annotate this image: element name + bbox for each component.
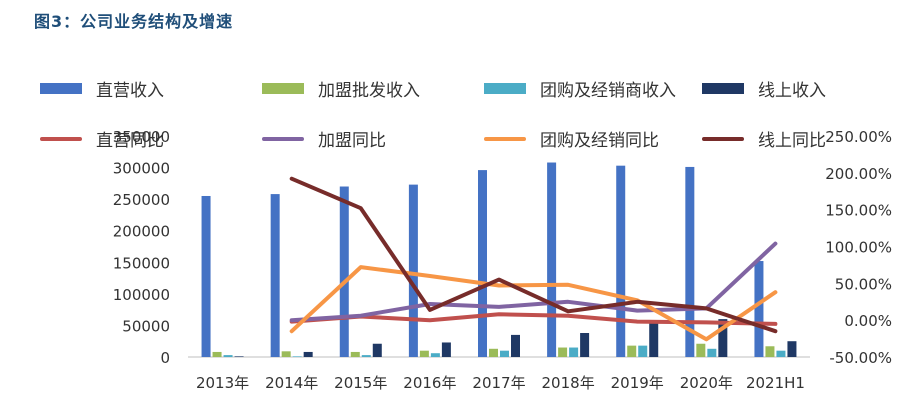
bar-online — [234, 356, 244, 357]
left-axis-tick-label: 350000 — [113, 128, 170, 146]
line-group_yoy — [289, 265, 778, 342]
x-axis-tick-label: 2019年 — [611, 374, 664, 392]
bar-franchise — [489, 348, 498, 357]
bar-direct — [201, 195, 211, 357]
x-axis-tick-label: 2014年 — [265, 374, 318, 392]
left-axis-tick-label: 150000 — [113, 254, 170, 272]
x-axis-tick-label: 2021H1 — [746, 374, 805, 392]
right-axis-tick-label: 250.00% — [825, 128, 892, 146]
left-axis-tick-label: 200000 — [113, 223, 170, 241]
left-axis-tick-label: 300000 — [113, 160, 170, 178]
left-axis-tick-label: 250000 — [113, 191, 170, 209]
bar-group — [223, 355, 233, 357]
x-axis-tick-label: 2018年 — [542, 374, 595, 392]
bar-direct — [685, 166, 695, 357]
bar-online — [787, 341, 797, 357]
bar-group — [638, 345, 648, 357]
x-axis-tick-label: 2017年 — [472, 374, 525, 392]
bar-group — [776, 350, 786, 357]
bar-franchise — [350, 351, 360, 357]
bar-group — [707, 348, 717, 357]
bar-direct — [270, 194, 280, 357]
bar-direct — [478, 170, 487, 357]
bar-direct — [547, 162, 557, 357]
bar-online — [441, 342, 451, 357]
right-axis-tick-label: 100.00% — [825, 239, 892, 257]
bar-group — [500, 350, 509, 357]
right-axis-tick-label: 0.00% — [844, 312, 892, 330]
bar-group — [361, 355, 371, 357]
left-axis-tick-label: 0 — [160, 349, 170, 367]
bar-online — [718, 319, 728, 357]
right-axis-tick-label: -50.00% — [829, 349, 892, 367]
bar-direct — [339, 186, 349, 357]
bar-franchise — [281, 351, 291, 357]
bar-franchise — [419, 350, 429, 357]
bar-direct — [408, 184, 418, 357]
right-axis-tick-label: 150.00% — [825, 202, 892, 220]
figure-title: 图3：公司业务结构及增速 — [34, 12, 234, 31]
bar-franchise — [627, 345, 637, 357]
bar-online — [580, 333, 590, 357]
line-direct_yoy — [289, 312, 778, 326]
bar-online — [511, 334, 520, 357]
bar-direct — [616, 165, 626, 357]
right-axis-tick-label: 50.00% — [835, 275, 892, 293]
bar-group — [292, 356, 302, 357]
bar-online — [303, 351, 313, 357]
bar-group — [569, 347, 579, 357]
x-axis-tick-label: 2020年 — [680, 374, 733, 392]
x-axis-tick-label: 2015年 — [334, 374, 387, 392]
bar-franchise — [558, 347, 568, 357]
bar-franchise — [765, 346, 775, 357]
bar-direct — [754, 261, 764, 357]
bar-franchise — [212, 351, 222, 357]
bar-online — [649, 322, 659, 357]
x-axis-tick-label: 2016年 — [403, 374, 456, 392]
x-axis-tick-label: 2013年 — [196, 374, 249, 392]
left-axis-tick-label: 50000 — [122, 317, 170, 335]
bar-franchise — [696, 343, 706, 357]
left-axis-tick-label: 100000 — [113, 286, 170, 304]
bar-online — [372, 343, 382, 357]
line-online_yoy — [289, 176, 778, 334]
bar-group — [430, 353, 440, 357]
right-axis-tick-label: 200.00% — [825, 165, 892, 183]
